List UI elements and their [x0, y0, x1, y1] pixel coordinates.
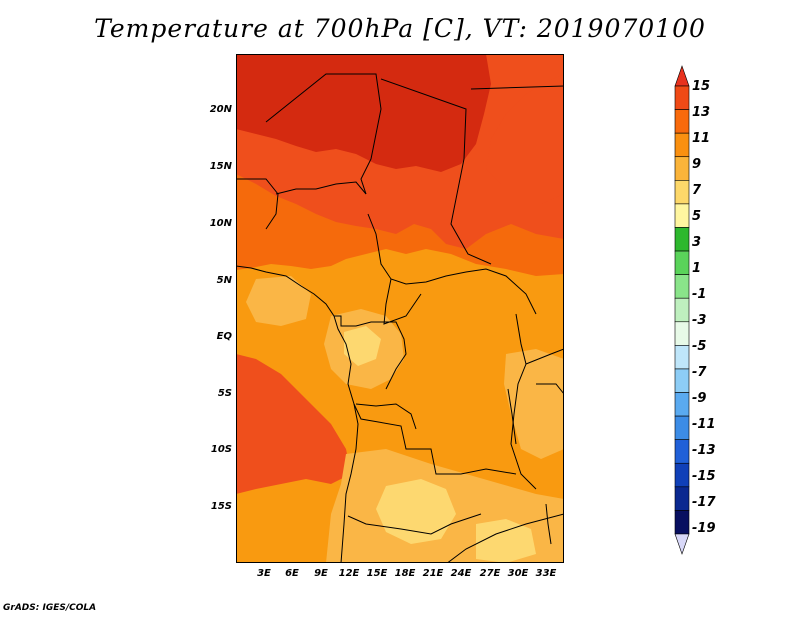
colorbar-label: 1 — [692, 261, 702, 276]
border-central-2 — [383, 278, 422, 325]
colorbar-label: -3 — [692, 313, 707, 328]
colorbar-label: -1 — [692, 287, 707, 302]
lon-label: 12E — [338, 568, 360, 579]
lon-label: 27E — [479, 568, 501, 579]
colorbar-segment — [674, 85, 690, 110]
colorbar-segment — [674, 297, 690, 323]
border-south-2 — [347, 513, 482, 535]
colorbar-label: 13 — [692, 105, 711, 120]
border-central-4 — [355, 403, 417, 430]
lake-malawi — [545, 503, 552, 545]
colorbar — [674, 65, 690, 555]
lon-label: 24E — [450, 568, 472, 579]
map-title: Temperature at 700hPa [C], VT: 201907010… — [94, 14, 706, 43]
border-east-1 — [510, 313, 537, 490]
border-north-1 — [265, 73, 382, 195]
colorbar-segment — [674, 345, 690, 370]
colorbar-segment — [674, 180, 690, 205]
colorbar-segment — [674, 368, 690, 393]
colorbar-label: -11 — [692, 417, 716, 432]
field-hot-core — [236, 54, 491, 172]
lat-label: 10S — [210, 444, 232, 455]
colorbar-segment — [674, 109, 690, 134]
lon-label: 9E — [314, 568, 328, 579]
lat-label: 15S — [210, 501, 232, 512]
country-borders — [236, 73, 564, 563]
lon-label: 30E — [507, 568, 529, 579]
field-pale-central — [344, 326, 381, 366]
lat-label: EQ — [216, 331, 232, 342]
field-light-west — [246, 276, 311, 326]
colorbar-segment — [674, 439, 690, 464]
colorbar-segment — [674, 132, 690, 158]
colorbar-segment — [674, 250, 690, 275]
colorbar-label: -13 — [692, 443, 716, 458]
colorbar-label: 9 — [692, 157, 702, 172]
lat-label: 5N — [216, 275, 232, 286]
lon-label: 15E — [366, 568, 388, 579]
grads-credit: GrADS: IGES/COLA — [3, 603, 97, 613]
lon-label: 33E — [535, 568, 557, 579]
field-warm-east — [486, 74, 564, 204]
colorbar-label: 7 — [692, 183, 702, 198]
colorbar-label: -5 — [692, 339, 707, 354]
colorbar-label: 3 — [692, 235, 702, 250]
border-west-2 — [275, 181, 367, 195]
colorbar-segment — [674, 486, 690, 511]
lon-label: 6E — [285, 568, 299, 579]
lon-label: 3E — [257, 568, 271, 579]
colorbar-segment — [674, 462, 690, 488]
field-warm-southwest — [236, 354, 351, 494]
lat-label: 20N — [209, 104, 232, 115]
border-east-2 — [525, 348, 564, 365]
colorbar-label: 15 — [692, 79, 711, 94]
colorbar-label: -19 — [692, 521, 716, 536]
colorbar-label: 11 — [692, 131, 711, 146]
border-east-4 — [446, 513, 564, 563]
temperature-map[interactable] — [236, 54, 564, 563]
coastline — [236, 265, 359, 563]
colorbar-segment — [674, 510, 690, 535]
colorbar-label: -17 — [692, 495, 716, 510]
colorbar-segment — [674, 321, 690, 346]
field-pale-south — [376, 479, 456, 544]
border-central-1 — [367, 213, 537, 315]
border-central-3 — [334, 315, 407, 390]
lat-label: 10N — [209, 218, 232, 229]
lon-label: 18E — [394, 568, 416, 579]
colorbar-segment — [674, 392, 690, 417]
lon-label: 21E — [422, 568, 444, 579]
border-north-2 — [380, 78, 492, 265]
border-south-1 — [353, 403, 517, 475]
colorbar-segment — [674, 203, 690, 228]
field-pale-southeast — [476, 519, 536, 563]
colorbar-label: -9 — [692, 391, 707, 406]
lat-label: 5S — [217, 388, 232, 399]
colorbar-segment — [674, 274, 690, 299]
map-frame — [236, 54, 564, 563]
colorbar-top-triangle — [674, 65, 690, 87]
border-north-3 — [470, 85, 564, 90]
field-light-east — [504, 349, 564, 459]
border-east-3 — [536, 383, 564, 395]
lake-tanganyika — [507, 388, 517, 445]
colorbar-label: -7 — [692, 365, 707, 380]
colorbar-label: 5 — [692, 209, 702, 224]
colorbar-segment — [674, 156, 690, 181]
colorbar-bottom-triangle — [674, 533, 690, 555]
lat-label: 15N — [209, 161, 232, 172]
colorbar-label: -15 — [692, 469, 716, 484]
colorbar-segment — [674, 227, 690, 252]
colorbar-segment — [674, 415, 690, 440]
